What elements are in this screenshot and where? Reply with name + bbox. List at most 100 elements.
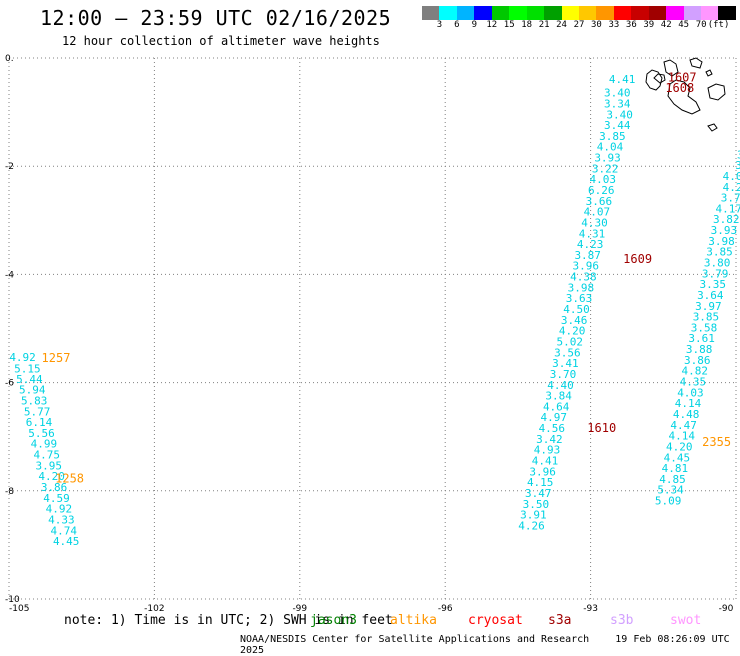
wave-height-value: 5.02 [557, 335, 584, 348]
wave-height-value: 5.44 [16, 373, 43, 386]
lon-tick-label: -93 [583, 604, 598, 614]
lat-tick-label: -6 [5, 379, 14, 389]
scale-swatch [701, 6, 719, 20]
color-scale-labels: 3 6 9 12 15 18 21 24 27 30 33 36 39 42 45 70 (ft) [422, 20, 740, 32]
time-2355: 2355 [702, 435, 731, 449]
scale-label: 24 [556, 20, 567, 30]
wave-height-value: 5.09 [655, 495, 682, 508]
wave-height-value: 3.35 [699, 278, 726, 291]
wave-height-value: 4.82 [682, 365, 709, 378]
wave-height-value: 3.85 [693, 311, 720, 324]
wave-height-value: 5.34 [657, 484, 684, 497]
lat-tick-label: -8 [5, 487, 14, 497]
wave-height-value: 3.97 [695, 300, 722, 313]
wave-height-value: 3.87 [574, 249, 601, 262]
scale-swatch [648, 6, 667, 20]
lon-tick-label: -90 [719, 604, 734, 614]
wave-height-value: 3.63 [566, 292, 593, 305]
wave-height-value: 4.33 [48, 513, 75, 526]
wave-height-value: 3.70 [550, 368, 577, 381]
legend-cryosat: cryosat [468, 613, 523, 628]
scale-swatch [596, 6, 614, 20]
scale-swatch [613, 6, 632, 20]
wave-height-value: 3.44 [604, 119, 631, 132]
island-santiago [663, 59, 679, 77]
wave-height-value: 4.2 [723, 181, 740, 194]
wave-height-value: 4.23 [577, 238, 604, 251]
wave-height-value: 4.74 [51, 524, 78, 537]
wave-height-value: 4.41 [532, 455, 559, 468]
map-subtitle: 12 hour collection of altimeter wave hei… [62, 34, 380, 48]
scale-label: 30 [591, 20, 602, 30]
lon-tick-label: -99 [292, 604, 307, 614]
wave-height-value: 4.92 [46, 503, 73, 516]
track-center: 4.413.403.343.403.443.854.043.933.224.03… [518, 73, 635, 532]
scale-label: 12 [486, 20, 498, 30]
wave-height-value: 3.88 [686, 343, 713, 356]
scale-swatch [456, 6, 475, 20]
wave-height-value: 4.48 [673, 408, 700, 421]
wave-height-value: 4.07 [584, 206, 611, 219]
scale-label: 18 [521, 20, 533, 30]
time-1609: 1609 [623, 252, 652, 266]
wave-height-value: 3.34 [604, 97, 631, 110]
wave-height-value: 5.83 [21, 394, 48, 407]
time-1258: 1258 [55, 471, 84, 485]
lat-tick-label: -2 [5, 162, 14, 172]
wave-height-value: 4.03 [677, 386, 704, 399]
lat-tick-label: -4 [5, 270, 14, 280]
island-marchena [689, 57, 703, 69]
wave-height-value: 4.59 [43, 492, 70, 505]
wave-height-value: 3.50 [523, 498, 550, 511]
wave-height-value: 3.42 [536, 433, 563, 446]
wave-height-value: 4.0 [723, 170, 740, 183]
scale-label: 27 [573, 20, 585, 30]
scale-label: 36 [625, 20, 637, 30]
wave-height-value: 4.40 [547, 379, 574, 392]
wave-height-value: 3. [735, 159, 740, 172]
wave-height-value: 4.20 [559, 325, 586, 338]
scale-swatch [544, 6, 562, 20]
wave-height-value: 3.98 [708, 235, 735, 248]
galapagos-coastline [645, 57, 726, 132]
wave-height-value: 3.86 [41, 481, 68, 494]
scale-label: 15 [503, 20, 515, 30]
wave-height-value: 4.85 [659, 473, 686, 486]
wave-height-value: 4.81 [662, 462, 689, 475]
track-east: 33.4.04.23.74.173.823.933.983.853.803.79… [655, 148, 740, 507]
scale-label: 9 [471, 20, 478, 30]
wave-height-value: 4.45 [664, 451, 691, 464]
time-1610: 1610 [587, 421, 616, 435]
wave-height-value: 4.92 [9, 351, 36, 364]
scale-label: 45 [678, 20, 690, 30]
wave-height-value: 5.56 [28, 427, 55, 440]
lon-tick-label: -105 [9, 604, 29, 614]
wave-height-values: 4.925.155.445.945.835.776.145.564.994.75… [9, 73, 740, 548]
note-text: note: 1) Time is in UTC; 2) SWH is in fe… [64, 613, 393, 628]
legend-s3a: s3a [548, 613, 572, 628]
scale-swatch [526, 6, 545, 20]
legend-note: note: 1) Time is in UTC; 2) SWH is in fe… [64, 613, 393, 628]
map-grid [8, 57, 737, 600]
wave-height-value: 3.46 [561, 314, 588, 327]
wave-height-value: 3.64 [697, 289, 724, 302]
scale-label: 33 [608, 20, 620, 30]
island-genovesa [705, 69, 713, 77]
scale-label: 39 [643, 20, 655, 30]
wave-height-value: 3.47 [525, 487, 552, 500]
island-espanola [707, 123, 718, 132]
wave-height-value: 3.22 [592, 162, 619, 175]
wave-height-value: 3.41 [552, 357, 579, 370]
scale-swatch [718, 6, 736, 20]
map-title: 12:00 — 23:59 UTC 02/16/2025 [40, 6, 392, 30]
wave-height-value: 4.45 [53, 535, 80, 548]
wave-height-value: 3.40 [604, 87, 631, 100]
wave-height-value: 3.82 [713, 213, 740, 226]
wave-height-value: 6.14 [26, 416, 53, 429]
wave-height-value: 3.95 [35, 459, 62, 472]
wave-height-value: 3 [737, 148, 740, 161]
wave-height-value: 3.7 [721, 192, 740, 205]
wave-height-value: 4.03 [589, 173, 616, 186]
